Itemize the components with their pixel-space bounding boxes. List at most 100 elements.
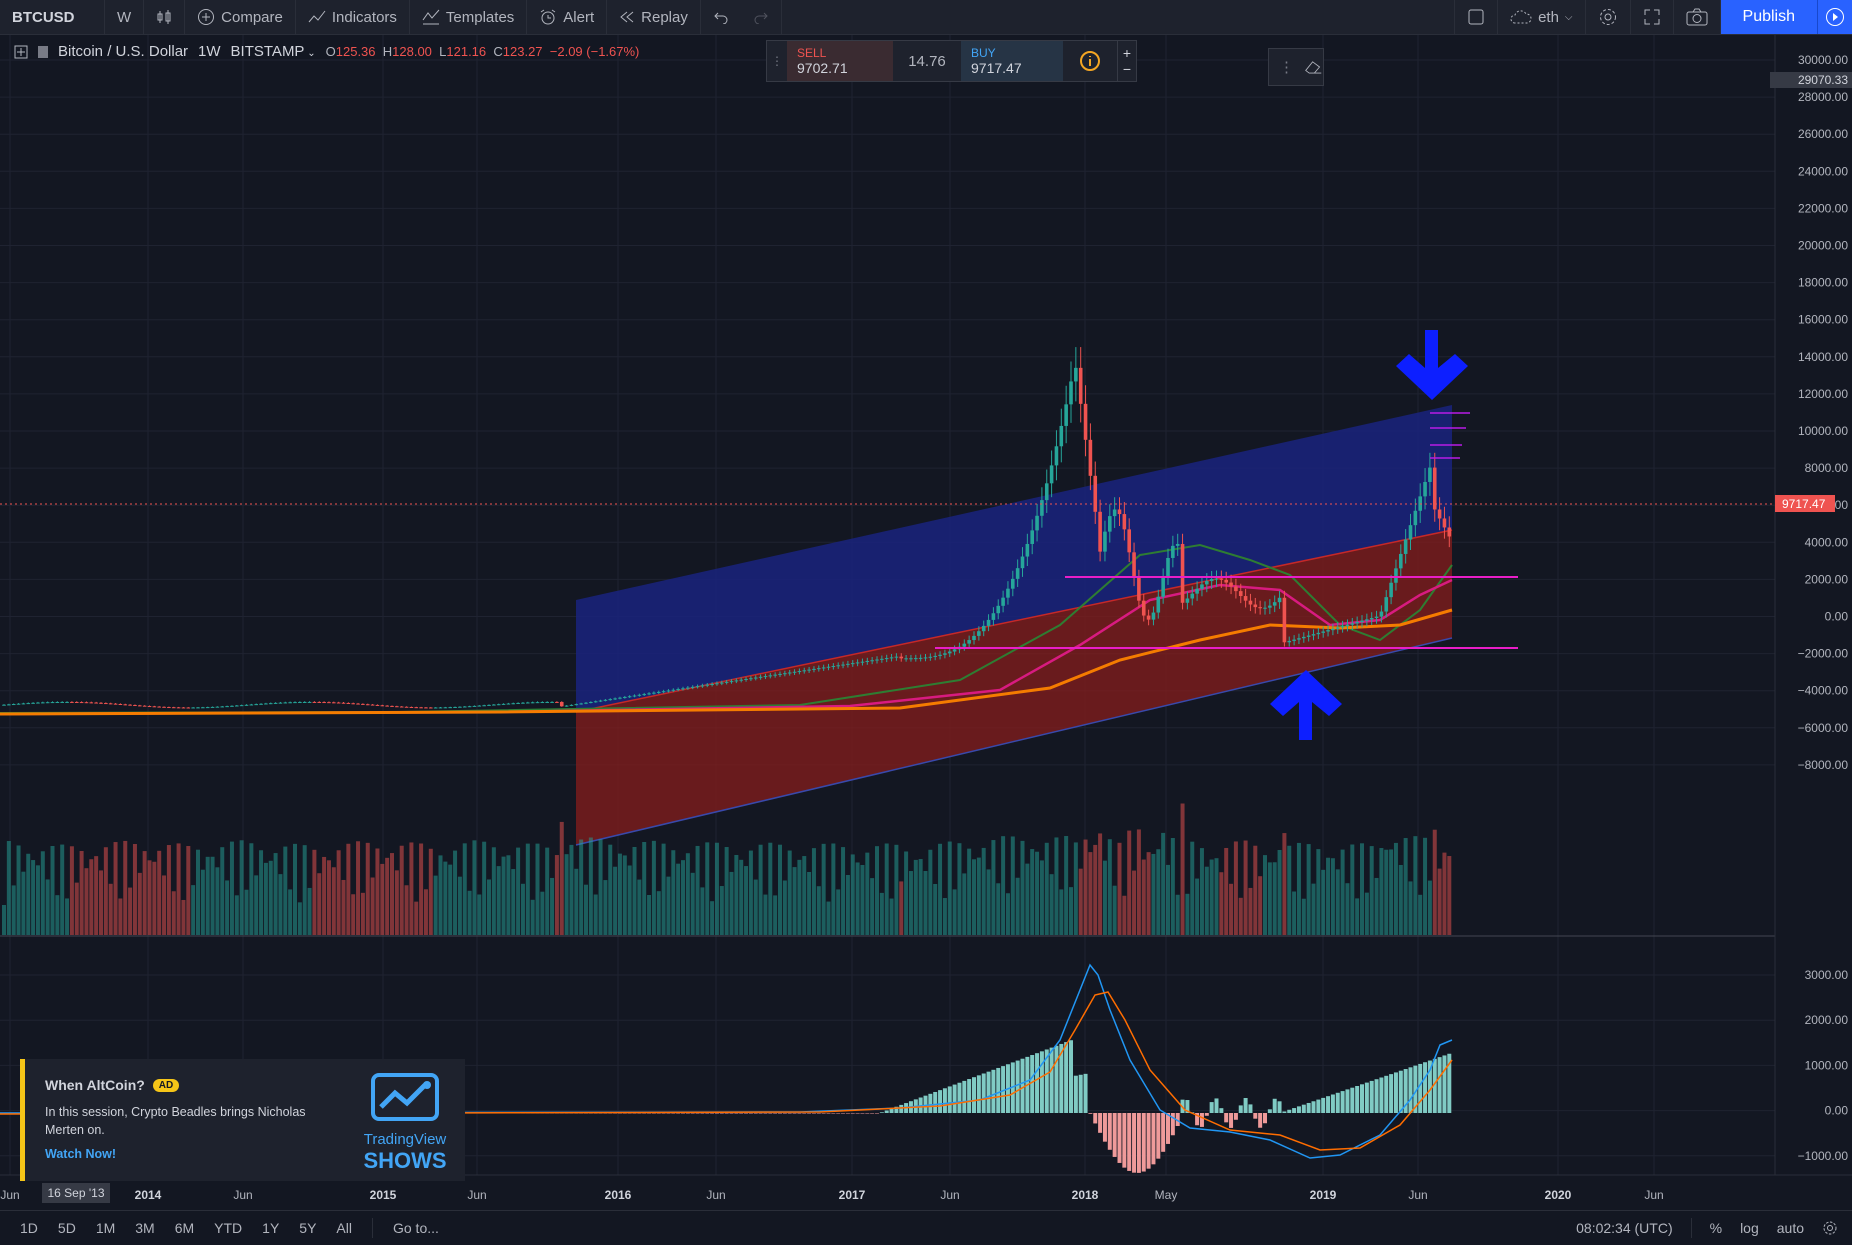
ma-orange: [0, 608, 1453, 716]
candle-body: [1049, 465, 1054, 484]
fullscreen-layout-button[interactable]: [1454, 0, 1499, 34]
volume-bar: [428, 848, 433, 935]
trading-panel: ⋮ SELL 9702.71 14.76 BUY 9717.47 + −: [766, 40, 1137, 82]
fib-levels[interactable]: [1430, 412, 1470, 459]
volume-bar: [511, 869, 516, 935]
drag-handle-icon[interactable]: ⋮: [1279, 59, 1294, 76]
buy-button[interactable]: BUY 9717.47: [961, 41, 1063, 81]
macd-histogram-bar: [1238, 1105, 1243, 1113]
symbol-search-button[interactable]: BTCUSD: [0, 0, 105, 34]
quantity-stepper[interactable]: + −: [1117, 41, 1136, 81]
volume-bar: [1364, 892, 1369, 935]
snapshot-button[interactable]: [1674, 0, 1721, 34]
macd-histogram-bar: [1389, 1074, 1394, 1113]
volume-bar: [16, 845, 21, 935]
candle-body: [283, 702, 288, 704]
range-3m[interactable]: 3M: [135, 1220, 155, 1236]
candle-body: [1054, 446, 1059, 466]
volume-bar: [908, 871, 913, 935]
candle-body: [623, 696, 627, 698]
goto-date-button[interactable]: Go to...: [392, 1220, 439, 1236]
info-button[interactable]: [1063, 41, 1117, 81]
chart-type-button[interactable]: [144, 0, 186, 34]
candle-body: [1161, 576, 1165, 597]
replay-button[interactable]: Replay: [607, 0, 701, 34]
price-tick-label: 0.00: [1825, 610, 1849, 624]
volume-bar: [758, 844, 763, 935]
spread-value: 14.76: [908, 52, 946, 70]
chart-canvas[interactable]: 30000.00 28000.00 26000.00 24000.00 22000.00…: [0, 35, 1852, 1209]
range-1y[interactable]: 1Y: [262, 1220, 280, 1236]
templates-button[interactable]: Templates: [410, 0, 528, 34]
range-1d[interactable]: 1D: [20, 1220, 38, 1236]
redo-button[interactable]: [741, 0, 782, 34]
sell-button[interactable]: SELL 9702.71: [787, 41, 893, 81]
volume-bar: [239, 840, 244, 935]
macd-histogram-bar: [870, 1113, 875, 1114]
macd-histogram-bar: [617, 1113, 622, 1114]
volume-bar: [734, 854, 739, 935]
candle-body: [1083, 403, 1088, 440]
gear-icon[interactable]: [1822, 1220, 1838, 1236]
alert-button[interactable]: Alert: [527, 0, 608, 34]
candle-body: [414, 707, 419, 709]
candle-body: [50, 702, 55, 704]
candle-body: [1345, 624, 1350, 627]
up-arrow-annotation[interactable]: [1270, 670, 1342, 740]
channel-lower-band[interactable]: [576, 530, 1452, 845]
undo-button[interactable]: [701, 0, 741, 34]
auto-toggle[interactable]: auto: [1776, 1220, 1804, 1236]
drag-handle[interactable]: ⋮: [771, 54, 783, 68]
volume-bar: [302, 845, 307, 935]
eraser-icon[interactable]: [1304, 58, 1323, 76]
percent-toggle[interactable]: %: [1709, 1220, 1723, 1236]
utc-clock[interactable]: 08:02:34 (UTC): [1576, 1220, 1673, 1236]
range-6m[interactable]: 6M: [174, 1220, 195, 1236]
candle-body: [642, 694, 646, 696]
compare-button[interactable]: Compare: [185, 0, 296, 34]
log-toggle[interactable]: log: [1740, 1220, 1759, 1236]
volume-bar: [433, 875, 438, 935]
volume-bar: [923, 870, 928, 935]
macd-histogram-bar: [773, 1113, 778, 1114]
volume-bar: [719, 886, 724, 935]
price-axis[interactable]: 30000.00 28000.00 26000.00 24000.00 22000.00…: [1770, 35, 1852, 1175]
volume-bar: [1185, 893, 1190, 935]
increase-button[interactable]: +: [1122, 45, 1132, 61]
settings-button[interactable]: [1586, 0, 1631, 34]
volume-bar: [632, 846, 637, 935]
decrease-button[interactable]: −: [1122, 61, 1132, 77]
macd-histogram-bar: [1393, 1072, 1398, 1113]
range-5d[interactable]: 5D: [57, 1220, 76, 1236]
macd-histogram-bar: [656, 1113, 661, 1114]
price-tick-label: −8000.00: [1798, 758, 1849, 772]
interval-button[interactable]: W: [105, 0, 145, 34]
ad-watch-link[interactable]: Watch Now!: [45, 1147, 117, 1161]
candle-body: [681, 688, 685, 690]
macd-histogram-bar: [1102, 1113, 1107, 1142]
expand-legend-icon[interactable]: [14, 45, 28, 59]
range-1m[interactable]: 1M: [95, 1220, 116, 1236]
volume-bar: [942, 898, 947, 935]
volume-bar: [1122, 895, 1127, 935]
volume-bar: [1049, 874, 1054, 935]
down-arrow-annotation[interactable]: [1396, 330, 1468, 400]
fullscreen-button[interactable]: [1631, 0, 1674, 34]
legend-title[interactable]: Bitcoin / U.S. Dollar: [58, 43, 189, 60]
range-ytd[interactable]: YTD: [214, 1220, 243, 1236]
layout-menu-button[interactable]: eth ⌵: [1498, 0, 1586, 34]
range-all[interactable]: All: [336, 1220, 352, 1236]
publish-button[interactable]: Publish: [1720, 0, 1817, 34]
promo-ad-card[interactable]: When AltCoin? AD In this session, Crypto…: [20, 1059, 465, 1181]
candle-body: [526, 702, 530, 704]
candle-body: [458, 706, 462, 708]
range-5y[interactable]: 5Y: [299, 1220, 317, 1236]
indicators-button[interactable]: Indicators: [296, 0, 410, 34]
publish-menu-button[interactable]: [1817, 0, 1852, 34]
candle-body: [254, 704, 258, 706]
candle-body: [487, 704, 491, 706]
candle-body: [729, 681, 734, 683]
channel-upper-band[interactable]: [576, 405, 1452, 712]
volume-bar: [1161, 832, 1166, 935]
legend-exchange[interactable]: BITSTAMP ⌄: [231, 43, 316, 60]
